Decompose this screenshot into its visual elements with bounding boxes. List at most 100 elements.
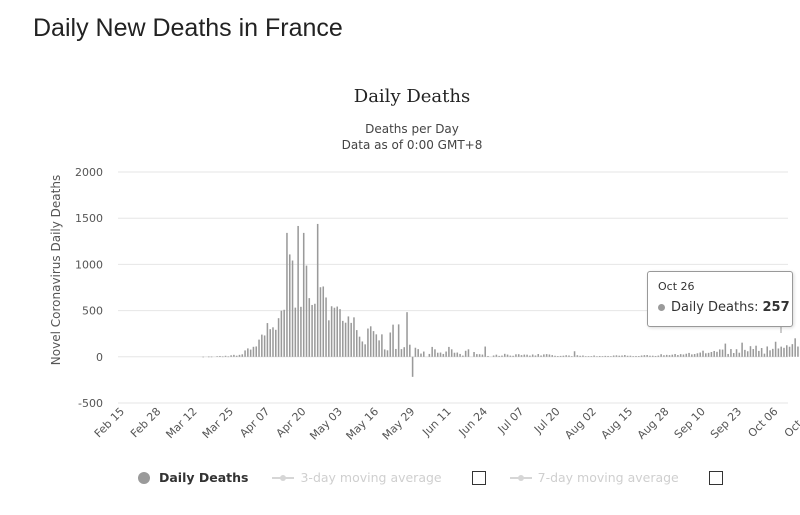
bar[interactable] xyxy=(439,352,442,357)
bar[interactable] xyxy=(576,355,579,357)
bar[interactable] xyxy=(467,349,470,357)
bar[interactable] xyxy=(445,351,447,357)
bar[interactable] xyxy=(654,355,657,357)
bar[interactable] xyxy=(386,350,389,357)
bar[interactable] xyxy=(378,340,380,357)
bar[interactable] xyxy=(598,355,601,357)
bar[interactable] xyxy=(221,356,224,358)
bar[interactable] xyxy=(269,329,271,357)
bar[interactable] xyxy=(381,334,383,357)
bar[interactable] xyxy=(336,306,338,357)
bar[interactable] xyxy=(523,354,526,357)
bar[interactable] xyxy=(453,352,456,357)
bar[interactable] xyxy=(618,355,621,357)
bar[interactable] xyxy=(456,352,459,357)
bar[interactable] xyxy=(797,346,799,357)
bar[interactable] xyxy=(353,317,355,357)
bar[interactable] xyxy=(688,352,690,357)
bar[interactable] xyxy=(718,349,721,357)
legend-checkbox-3-day[interactable] xyxy=(471,470,486,485)
bar[interactable] xyxy=(339,309,341,357)
bar[interactable] xyxy=(582,355,584,357)
bar[interactable] xyxy=(311,304,313,357)
bar[interactable] xyxy=(347,316,350,357)
bar[interactable] xyxy=(227,356,230,358)
bar[interactable] xyxy=(752,349,755,357)
legend-item-daily-deaths[interactable]: Daily Deaths xyxy=(138,470,248,485)
bar[interactable] xyxy=(235,355,238,357)
bar[interactable] xyxy=(442,353,445,357)
bar[interactable] xyxy=(760,348,763,357)
legend-checkbox-7-day[interactable] xyxy=(708,470,723,485)
legend-item-3-day-moving-average[interactable]: 3-day moving average xyxy=(272,470,442,485)
bar[interactable] xyxy=(626,355,629,357)
bar[interactable] xyxy=(777,348,780,357)
bar[interactable] xyxy=(573,351,576,357)
bar[interactable] xyxy=(230,355,232,357)
bar[interactable] xyxy=(593,355,595,357)
bar[interactable] xyxy=(758,350,760,357)
bar[interactable] xyxy=(369,326,372,357)
bar[interactable] xyxy=(325,297,327,357)
bar[interactable] xyxy=(512,355,514,357)
bar[interactable] xyxy=(233,354,235,357)
bar[interactable] xyxy=(643,355,646,357)
bar[interactable] xyxy=(216,356,218,357)
bar[interactable] xyxy=(646,355,648,357)
bar[interactable] xyxy=(596,356,598,358)
bar[interactable] xyxy=(434,349,436,357)
bar[interactable] xyxy=(241,354,244,357)
bar[interactable] xyxy=(355,330,358,357)
bar[interactable] xyxy=(565,355,567,357)
bar[interactable] xyxy=(691,354,693,357)
bar[interactable] xyxy=(509,355,512,357)
bar[interactable] xyxy=(615,355,618,357)
bar[interactable] xyxy=(568,355,570,357)
bar[interactable] xyxy=(308,298,311,357)
bar[interactable] xyxy=(693,354,696,357)
bar[interactable] xyxy=(774,341,777,357)
bar[interactable] xyxy=(314,303,316,357)
bar[interactable] xyxy=(612,355,615,357)
bar[interactable] xyxy=(361,341,364,357)
bar[interactable] xyxy=(238,354,241,357)
bar[interactable] xyxy=(397,324,400,357)
bar[interactable] xyxy=(261,334,263,357)
bar[interactable] xyxy=(319,287,322,357)
bar[interactable] xyxy=(328,320,330,357)
bar[interactable] xyxy=(660,354,662,357)
bar[interactable] xyxy=(459,353,461,357)
bar[interactable] xyxy=(342,320,344,357)
bar[interactable] xyxy=(364,344,366,357)
bar[interactable] xyxy=(665,354,668,357)
bar[interactable] xyxy=(766,346,768,357)
bar[interactable] xyxy=(780,346,782,357)
bar[interactable] xyxy=(638,356,640,357)
bar[interactable] xyxy=(436,352,439,357)
bar[interactable] xyxy=(749,346,752,357)
bar[interactable] xyxy=(629,355,632,357)
bar[interactable] xyxy=(484,346,486,357)
bar[interactable] xyxy=(769,350,771,357)
bar[interactable] xyxy=(406,312,408,357)
bar[interactable] xyxy=(584,356,587,357)
bar[interactable] xyxy=(543,354,545,357)
bar[interactable] xyxy=(562,355,565,357)
bar[interactable] xyxy=(727,353,729,357)
bar[interactable] xyxy=(247,348,249,357)
bar[interactable] xyxy=(372,331,375,357)
bar[interactable] xyxy=(559,355,562,357)
bar[interactable] xyxy=(322,286,325,357)
bar[interactable] xyxy=(403,347,405,357)
bar[interactable] xyxy=(448,346,450,357)
bar[interactable] xyxy=(294,307,297,357)
bar[interactable] xyxy=(350,322,352,357)
bar[interactable] xyxy=(682,354,685,357)
bar[interactable] xyxy=(649,355,651,357)
bar[interactable] xyxy=(476,354,478,357)
bar[interactable] xyxy=(786,345,788,357)
bar[interactable] xyxy=(210,356,213,358)
bar[interactable] xyxy=(674,354,676,357)
bar[interactable] xyxy=(657,355,660,357)
bar[interactable] xyxy=(495,354,498,357)
